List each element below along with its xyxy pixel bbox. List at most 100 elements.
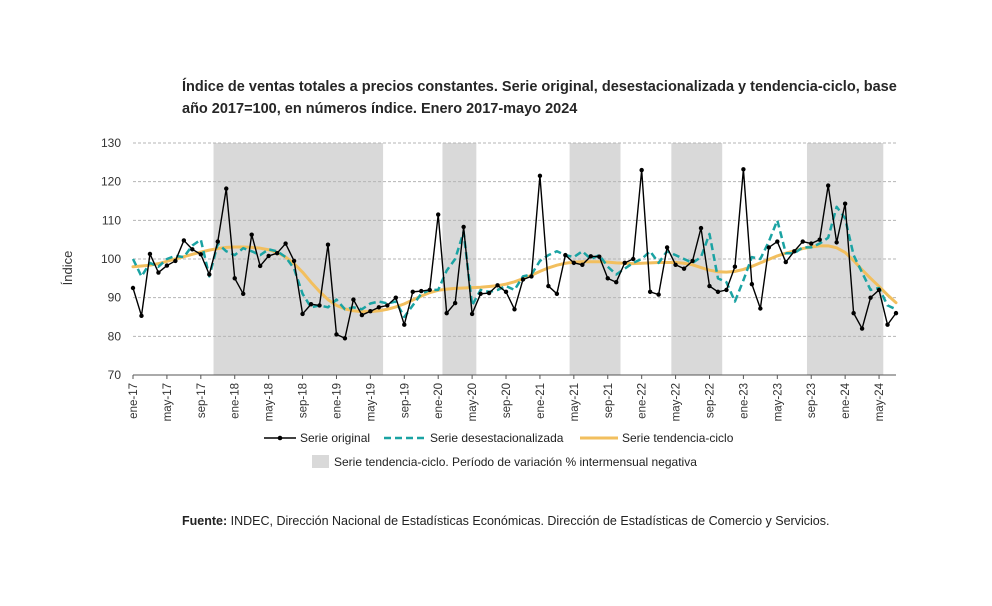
x-tick-label: ene-24 xyxy=(840,382,852,418)
x-tick-label: ene-17 xyxy=(128,383,140,419)
series-original-point xyxy=(639,167,644,173)
series-original-point xyxy=(724,287,729,293)
x-tick-label: may-19 xyxy=(365,383,377,421)
legend-sa-label: Serie desestacionalizada xyxy=(430,431,564,445)
series-original-point xyxy=(868,295,873,300)
series-original-point xyxy=(300,311,305,317)
x-tick-label: ene-19 xyxy=(331,383,343,419)
series-original-point xyxy=(427,287,432,293)
series-original-point xyxy=(707,283,712,289)
series-original-point xyxy=(503,289,509,295)
series-tendencia-ciclo-line xyxy=(131,244,898,314)
legend-original-label: Serie original xyxy=(300,431,370,445)
series-original-point xyxy=(664,245,670,250)
legend-trend-label: Serie tendencia-ciclo xyxy=(622,431,734,445)
series-original-point xyxy=(342,336,348,341)
series-original-point xyxy=(520,277,526,282)
x-tick-label: sep-22 xyxy=(704,383,716,418)
x-tick-label: may-20 xyxy=(467,383,479,421)
series-original-point xyxy=(444,310,449,316)
series-original-point xyxy=(817,237,822,242)
series-original-point xyxy=(554,291,560,296)
y-tick-labels: 70 80 90 100 110 120 130 xyxy=(101,136,121,382)
axes xyxy=(132,374,896,379)
gridlines xyxy=(133,142,896,376)
series-original-point xyxy=(825,183,831,188)
y-tick-label: 80 xyxy=(108,329,122,343)
x-tick-label: may-23 xyxy=(772,383,784,421)
x-tick-label: sep-18 xyxy=(298,383,310,418)
y-tick-label: 110 xyxy=(102,213,121,227)
series-original-point xyxy=(859,326,865,331)
x-tick-labels: ene-17 may-17 sep-17 ene-18 may-18 sep-18 ene-… xyxy=(128,382,886,421)
series-original-point xyxy=(257,263,263,269)
x-tick-label: sep-23 xyxy=(806,383,818,418)
series-original-point xyxy=(232,276,237,281)
series-original-point xyxy=(792,249,797,254)
series-original-point xyxy=(758,306,763,311)
series-original-point xyxy=(198,252,204,257)
chart-title: Índice de ventas totales a precios const… xyxy=(182,79,897,117)
series-original-point xyxy=(156,270,161,275)
series-original-point xyxy=(698,225,704,231)
series-original-point xyxy=(317,303,322,308)
series-original-point xyxy=(809,241,814,246)
series-original-point xyxy=(876,287,882,293)
series-original-point xyxy=(266,253,271,259)
series-original-point xyxy=(249,232,254,237)
legend-original-marker xyxy=(277,435,283,441)
series-original-point xyxy=(419,288,424,294)
series-original-point xyxy=(308,302,314,307)
series-original-point xyxy=(614,280,619,285)
x-tick-label: ene-22 xyxy=(637,383,649,419)
x-tick-label: may-17 xyxy=(162,383,174,421)
y-tick-label: 100 xyxy=(101,252,121,266)
y-tick-label: 120 xyxy=(101,175,121,189)
series-original-point xyxy=(834,240,839,245)
series-original-point xyxy=(563,252,568,258)
series-original-point xyxy=(673,262,678,267)
series-original-point xyxy=(351,297,356,302)
series-original-point xyxy=(597,254,602,259)
y-axis-label: Índice xyxy=(60,251,75,286)
x-tick-label: sep-21 xyxy=(603,383,615,418)
series-original-point xyxy=(241,291,246,296)
series-desestacionalizada-line xyxy=(131,205,897,319)
series-original-point xyxy=(368,309,373,314)
legend-shade-swatch xyxy=(312,455,329,468)
series-original-point xyxy=(630,256,636,262)
series-original-point xyxy=(622,260,627,266)
series-original-point xyxy=(393,295,399,300)
x-tick-label: sep-17 xyxy=(196,383,208,418)
series-original-point xyxy=(130,285,136,291)
series-original-point xyxy=(224,186,229,191)
x-tick-label: ene-21 xyxy=(535,383,547,419)
series-original-point xyxy=(766,245,772,250)
x-tick-label: may-21 xyxy=(569,383,581,421)
series-original-point xyxy=(283,241,288,246)
series-original-point xyxy=(325,242,331,247)
series-original-point xyxy=(851,310,856,316)
series-original-point xyxy=(461,224,466,230)
series-original-point xyxy=(215,239,220,244)
source-text: INDEC, Dirección Nacional de Estadística… xyxy=(227,514,830,528)
series-original-point xyxy=(647,289,653,295)
series-original-point xyxy=(410,289,415,295)
series-original-point xyxy=(452,300,458,306)
series-original-point xyxy=(529,274,534,279)
series-original-point xyxy=(334,332,339,337)
source-label: Fuente: xyxy=(182,514,228,528)
x-tick-label: ene-18 xyxy=(230,383,242,419)
series-original-point xyxy=(190,247,195,252)
x-tick-label: ene-23 xyxy=(738,383,750,419)
series-lines xyxy=(130,167,899,341)
series-original-point xyxy=(775,239,780,244)
series-original-point xyxy=(537,173,543,179)
series-original-point xyxy=(749,281,755,287)
series-original-point xyxy=(893,310,899,316)
series-original-point xyxy=(147,251,153,257)
series-original-point xyxy=(139,313,144,319)
series-original-point xyxy=(885,322,890,327)
series-original-point xyxy=(164,263,170,268)
